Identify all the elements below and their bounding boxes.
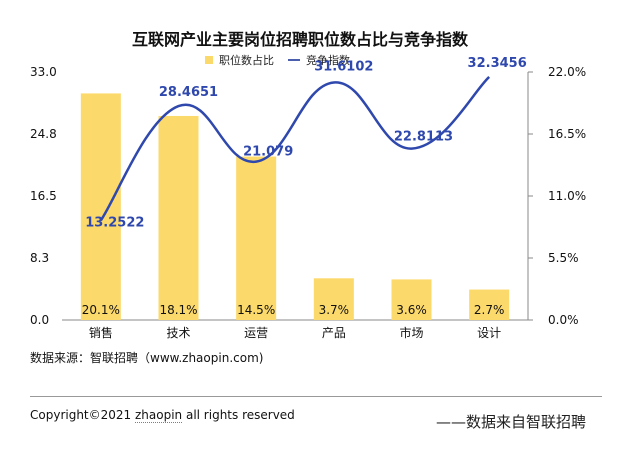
legend-line-label: 竞争指数 — [306, 54, 350, 67]
left-tick-label: 0.0 — [30, 313, 49, 327]
chart-title: 互联网产业主要岗位招聘职位数占比与竞争指数 — [131, 30, 468, 49]
left-tick-label: 33.0 — [30, 65, 57, 79]
bar — [469, 289, 510, 320]
attribution-text: ——数据来自智联招聘 — [436, 413, 587, 431]
x-tick-label: 销售 — [89, 325, 113, 340]
x-tick-label: 产品 — [322, 326, 346, 340]
right-tick-label: 22.0% — [548, 65, 586, 79]
bar-data-label: 2.7% — [474, 303, 505, 317]
legend-line-swatch — [288, 59, 300, 61]
left-tick-label: 16.5 — [30, 189, 57, 203]
line-data-label: 28.4651 — [159, 85, 218, 100]
copyright-suffix: all rights reserved — [182, 408, 295, 422]
line-data-label: 32.3456 — [468, 56, 527, 71]
left-tick-label: 8.3 — [30, 251, 49, 265]
x-tick-label: 运营 — [244, 326, 268, 340]
line-data-label: 31.6102 — [314, 59, 373, 74]
copyright-brand: zhaopin — [135, 408, 183, 423]
bar-data-label: 3.7% — [319, 303, 350, 317]
bar-data-label: 18.1% — [159, 303, 197, 317]
line-data-label: 21.079 — [243, 145, 293, 160]
right-tick-label: 0.0% — [548, 313, 579, 327]
x-tick-label: 技术 — [166, 326, 190, 340]
copyright-prefix: Copyright©2021 — [30, 408, 135, 422]
footer-divider — [30, 396, 602, 397]
data-source-note: 数据来源：智联招聘（www.zhaopin.com) — [30, 351, 264, 365]
bar — [236, 156, 277, 320]
bar-data-label: 3.6% — [396, 303, 427, 317]
series-line — [99, 75, 491, 222]
right-tick-label: 11.0% — [548, 189, 586, 203]
legend-bar-label: 职位数占比 — [219, 54, 274, 67]
bar — [313, 278, 354, 320]
x-tick-label: 市场 — [399, 325, 423, 340]
chart-legend: 职位数占比 竞争指数 — [205, 52, 350, 68]
bar-data-label: 14.5% — [237, 303, 275, 317]
bar — [391, 279, 432, 320]
right-tick-label: 5.5% — [548, 251, 579, 265]
line-data-label: 22.8113 — [394, 130, 453, 145]
left-tick-label: 24.8 — [30, 127, 57, 141]
copyright-text: Copyright©2021 zhaopin all rights reserv… — [30, 408, 295, 423]
bar — [158, 115, 199, 320]
line-data-label: 13.2522 — [85, 215, 144, 230]
legend-bar-swatch — [205, 56, 213, 64]
bar — [80, 93, 121, 320]
bar-data-label: 20.1% — [82, 303, 120, 317]
right-tick-label: 16.5% — [548, 127, 586, 141]
x-tick-label: 设计 — [477, 326, 501, 340]
